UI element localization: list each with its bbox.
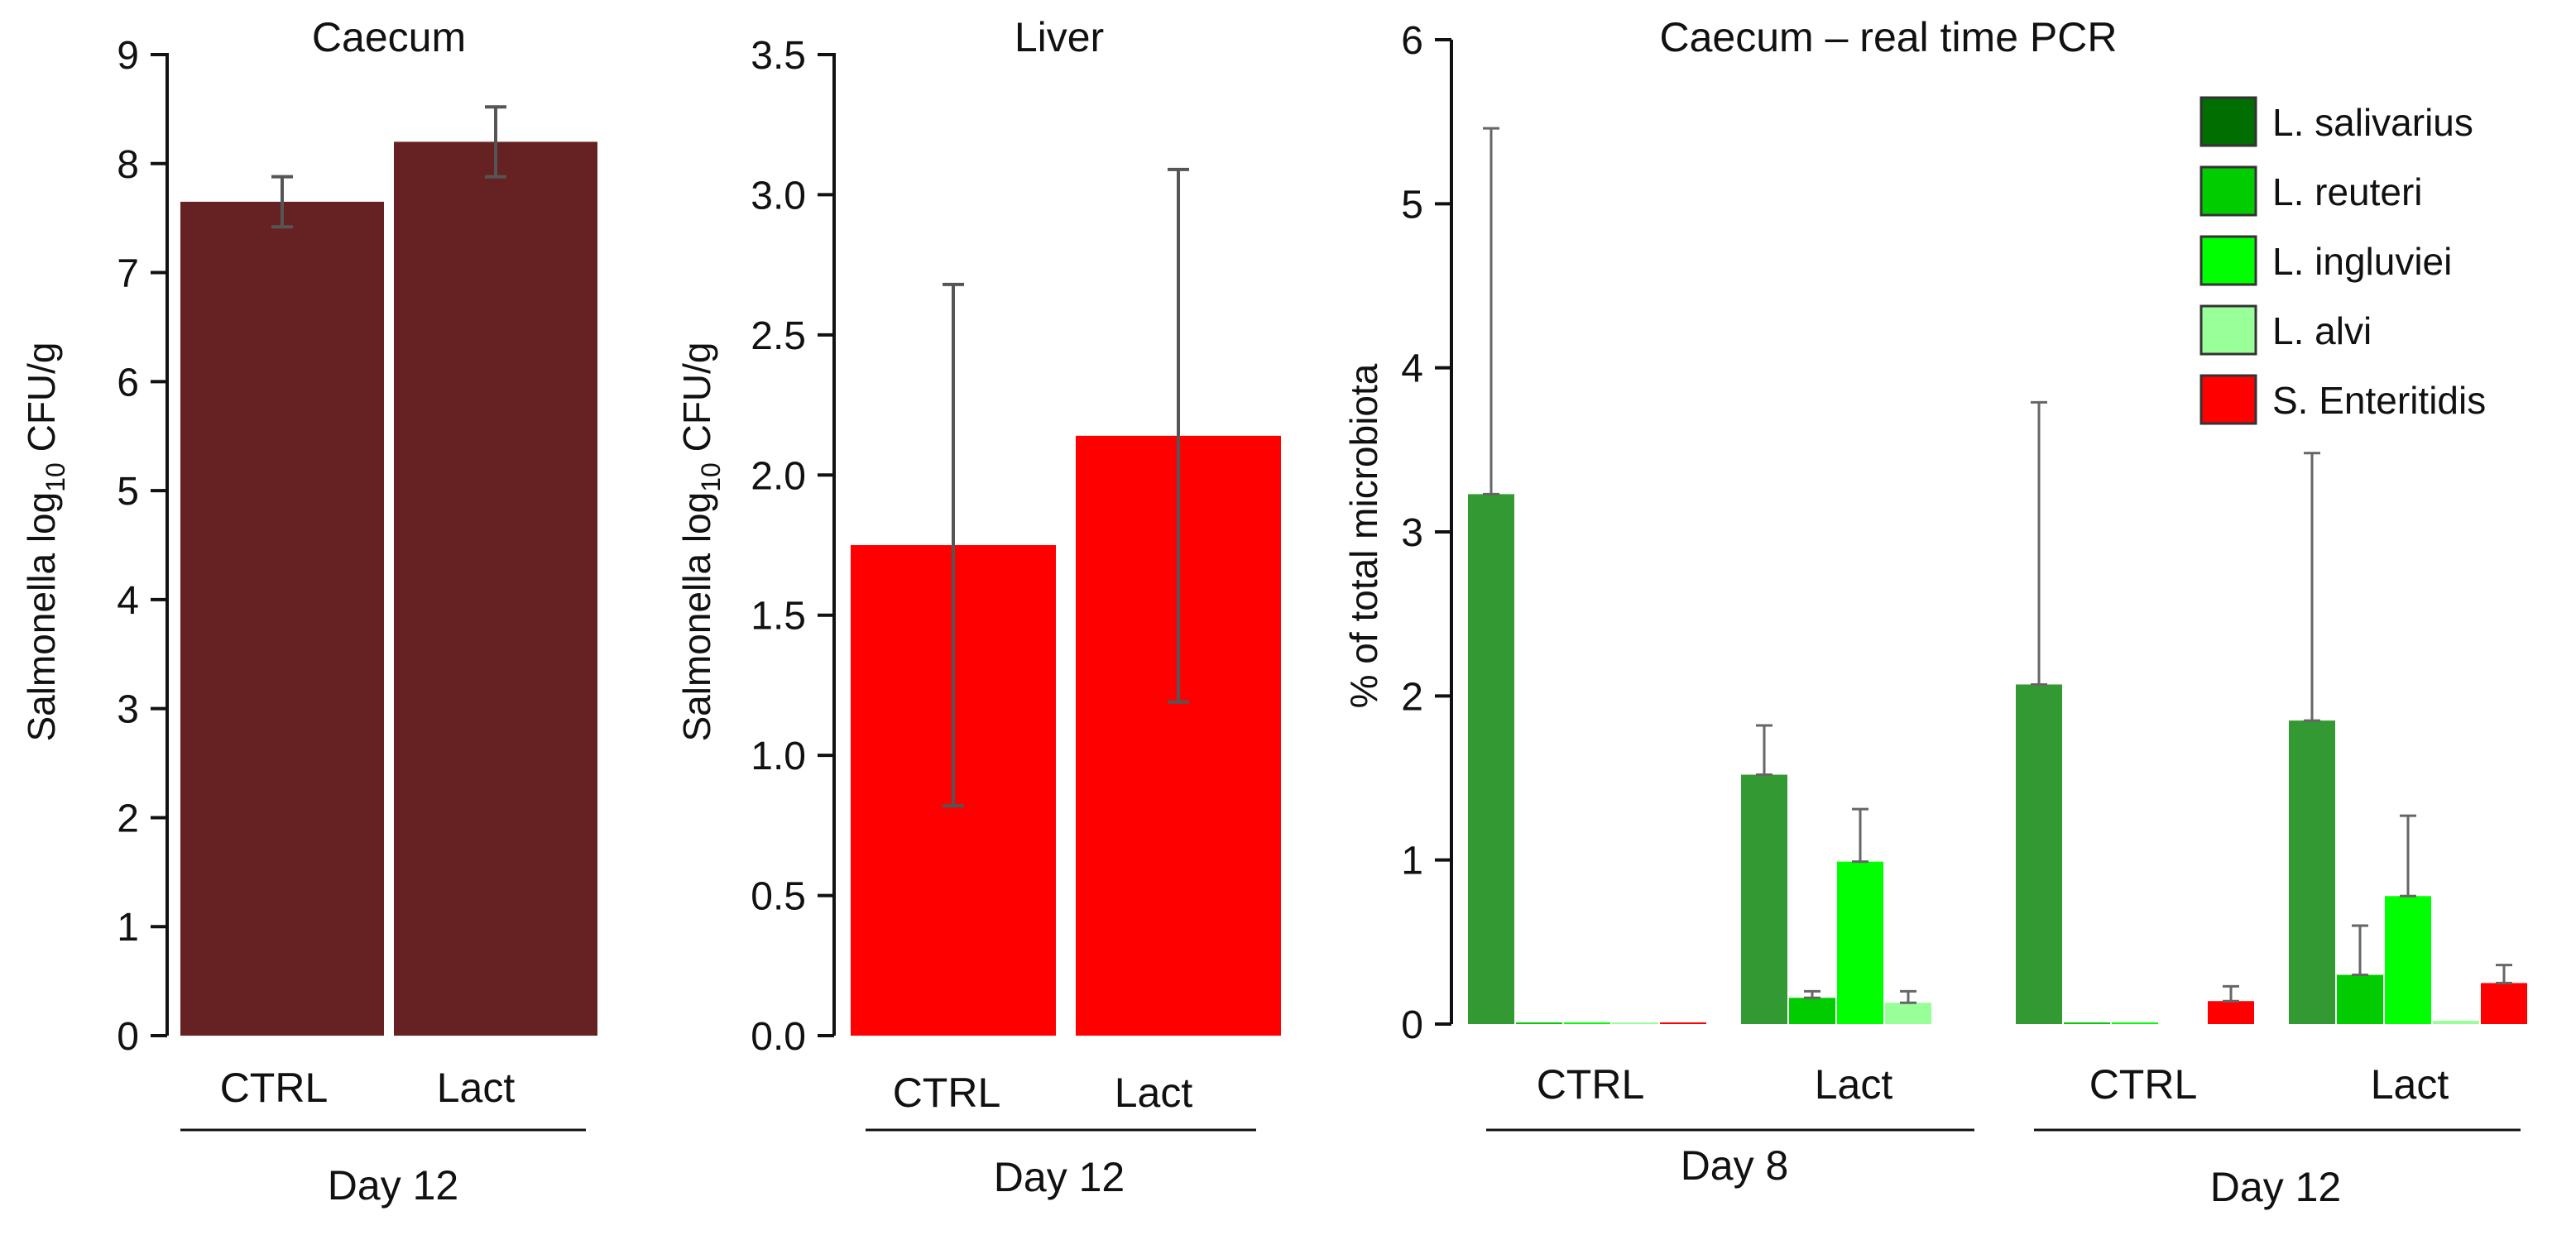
caecum-y-tick-label: 3: [117, 688, 139, 732]
pcr-bar-enteritidis-3: [2481, 983, 2527, 1024]
legend-swatch-salivarius: [2199, 96, 2257, 147]
liver-y-tick-label: 2.5: [751, 314, 806, 358]
caecum-x-label-ctrl: CTRL: [220, 1065, 329, 1111]
legend-swatch-ingluviei: [2199, 235, 2257, 286]
liver-y-ticks: 0.0 0.5 1.0 1.5 2.0 2.5 3.0 3.5: [751, 34, 834, 1059]
legend-label-reuteri: L. reuteri: [2272, 170, 2423, 213]
caecum-y-tick-label: 7: [117, 252, 139, 296]
caecum-bars: [180, 105, 597, 1036]
caecum-y-tick-label: 9: [117, 34, 139, 78]
legend-label-alvi: L. alvi: [2272, 309, 2372, 352]
pcr-y-tick-label: 4: [1401, 347, 1423, 391]
liver-y-tick-label: 3.5: [751, 34, 806, 78]
pcr-group-label-day8: Day 8: [1681, 1142, 1789, 1189]
legend-label-salivarius: L. salivarius: [2272, 101, 2473, 144]
pcr-y-tick-label: 2: [1401, 675, 1423, 719]
pcr-panel: Caecum – real time PCR % of total microb…: [1342, 14, 2527, 1210]
caecum-panel: Caecum Salmonella log10 CFU/g 0 1 2 3 4 5 6 7 8 9…: [20, 14, 597, 1209]
caecum-x-label-lact: Lact: [437, 1065, 516, 1111]
pcr-bar-reuteri-0: [1516, 1022, 1562, 1024]
pcr-bar-reuteri-2: [2064, 1022, 2110, 1024]
legend-swatch-alvi: [2199, 304, 2257, 356]
pcr-title: Caecum – real time PCR: [1660, 14, 2118, 60]
caecum-group-label: Day 12: [328, 1162, 458, 1209]
pcr-bars: [1468, 127, 2527, 1024]
liver-x-label-ctrl: CTRL: [893, 1070, 1001, 1116]
pcr-x-label-day8-lact: Lact: [1815, 1061, 1893, 1108]
pcr-bar-ingluviei-2: [2112, 1022, 2158, 1024]
pcr-bar-alvi-0: [1612, 1022, 1658, 1024]
pcr-y-tick-label: 3: [1401, 511, 1423, 555]
pcr-bar-ingluviei-1: [1837, 861, 1883, 1024]
liver-y-tick-label: 3.0: [751, 174, 806, 218]
legend-swatch-reuteri: [2199, 165, 2257, 217]
caecum-y-tick-label: 0: [117, 1015, 139, 1059]
pcr-bar-alvi-1: [1885, 1003, 1931, 1024]
liver-y-axis-label: Salmonella log10 CFU/g: [675, 342, 726, 741]
caecum-y-axis-label: Salmonella log10 CFU/g: [20, 342, 70, 741]
pcr-y-ticks: 0 1 2 3 4 5 6: [1401, 19, 1451, 1047]
pcr-bar-salivarius-2: [2016, 684, 2062, 1024]
liver-y-tick-label: 0.5: [751, 875, 806, 919]
caecum-y-ticks: 0 1 2 3 4 5 6 7 8 9: [117, 34, 167, 1059]
pcr-bar-alvi-3: [2433, 1021, 2479, 1024]
legend-label-enteritidis: S. Enteritidis: [2272, 379, 2486, 422]
pcr-y-tick-label: 6: [1401, 19, 1423, 63]
liver-group-label: Day 12: [994, 1154, 1125, 1200]
pcr-bar-ingluviei-3: [2385, 896, 2431, 1024]
pcr-y-tick-label: 1: [1401, 840, 1423, 883]
legend-swatch-enteritidis: [2199, 374, 2257, 425]
pcr-bar-ingluviei-0: [1564, 1022, 1610, 1024]
caecum-y-tick-label: 8: [117, 143, 139, 187]
caecum-y-tick-label: 4: [117, 579, 139, 623]
pcr-group-label-day12: Day 12: [2210, 1164, 2341, 1210]
caecum-y-tick-label: 5: [117, 470, 139, 514]
pcr-y-axis-label: % of total microbiota: [1342, 363, 1385, 708]
liver-y-tick-label: 1.0: [751, 735, 806, 778]
legend-label-ingluviei: L. ingluviei: [2272, 240, 2452, 283]
pcr-bar-salivarius-1: [1741, 774, 1787, 1024]
pcr-bar-reuteri-1: [1789, 998, 1835, 1024]
caecum-bar-lact: [394, 141, 597, 1036]
pcr-bar-reuteri-3: [2337, 974, 2383, 1024]
liver-y-tick-label: 2.0: [751, 454, 806, 498]
pcr-x-label-day12-ctrl: CTRL: [2089, 1061, 2198, 1108]
liver-x-label-lact: Lact: [1115, 1070, 1193, 1116]
liver-bars: [851, 167, 1281, 1036]
caecum-y-tick-label: 6: [117, 361, 139, 404]
pcr-y-tick-label: 5: [1401, 183, 1423, 227]
liver-y-tick-label: 1.5: [751, 595, 806, 639]
pcr-bar-enteritidis-0: [1660, 1022, 1706, 1024]
pcr-bar-enteritidis-2: [2208, 1001, 2254, 1024]
pcr-x-label-day12-lact: Lact: [2371, 1061, 2449, 1108]
pcr-bar-salivarius-0: [1468, 494, 1514, 1024]
caecum-title: Caecum: [312, 14, 466, 60]
caecum-y-tick-label: 2: [117, 797, 139, 840]
liver-title: Liver: [1015, 14, 1104, 60]
pcr-x-label-day8-ctrl: CTRL: [1537, 1061, 1645, 1108]
pcr-legend: L. salivarius L. reuteri L. ingluviei L.…: [2199, 96, 2486, 425]
caecum-y-tick-label: 1: [117, 906, 139, 950]
caecum-bar-ctrl: [180, 201, 384, 1036]
pcr-y-tick-label: 0: [1401, 1003, 1423, 1047]
liver-y-tick-label: 0.0: [751, 1015, 806, 1059]
liver-panel: Liver Salmonella log10 CFU/g 0.0 0.5 1.0 1.…: [675, 14, 1281, 1200]
pcr-bar-salivarius-3: [2289, 720, 2335, 1024]
